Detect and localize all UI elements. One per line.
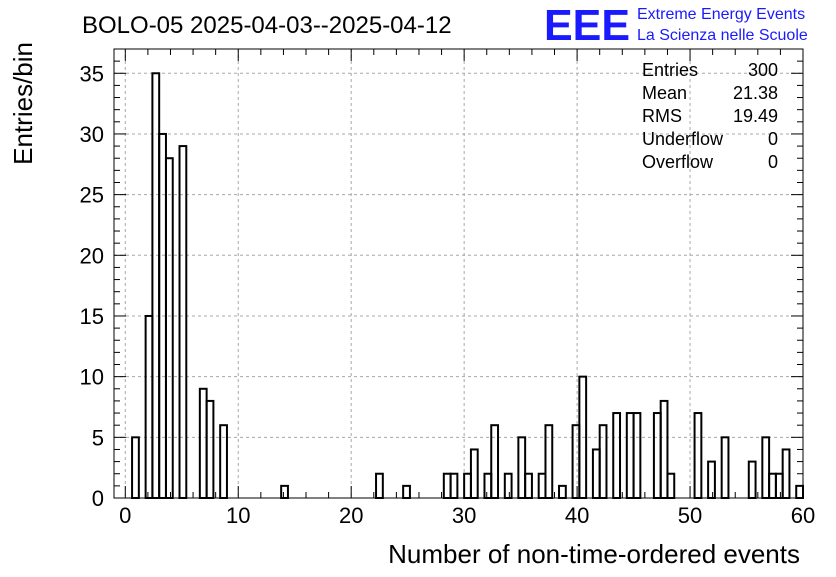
histogram-bar (659, 399, 669, 499)
eee-logo-mark: EEE (544, 1, 630, 50)
histogram-bar (178, 145, 188, 499)
histogram-bar (720, 436, 730, 499)
grid-lines (114, 49, 804, 499)
histogram-bar (544, 424, 554, 499)
histogram-bar (591, 448, 601, 500)
histogram-bar (524, 472, 533, 500)
eee-logo-line2: La Scienza nelle Scuole (637, 27, 808, 44)
histogram-bar (144, 314, 154, 499)
plot-frame (113, 48, 804, 499)
histogram-bar (402, 484, 411, 500)
stats-value: 21.38 (733, 83, 778, 103)
histogram-bar (666, 472, 676, 500)
x-tick-label: 0 (119, 503, 131, 528)
histogram-bar (449, 472, 459, 500)
histogram-bar (517, 436, 527, 499)
eee-logo: EEE Extreme Energy Events La Scienza nel… (544, 1, 808, 50)
stats-value: 19.49 (733, 106, 778, 126)
x-tick-label: 30 (452, 503, 476, 528)
histogram-bar (442, 472, 452, 500)
stats-box: Entries 300 Mean 21.38 RMS 19.49 Underflow 0 Ove… (642, 60, 778, 172)
y-tick-label: 0 (92, 486, 104, 511)
histogram-bar (483, 472, 493, 500)
stats-label: Entries (642, 60, 698, 80)
histogram-bar (598, 424, 608, 499)
x-tick-label: 10 (226, 503, 250, 528)
histogram-bar (781, 448, 791, 500)
y-tick-label: 30 (80, 122, 104, 147)
histogram-bar (503, 472, 513, 500)
axis-ticks: 0 10 20 30 40 50 60 0 5 10 15 20 25 30 35 (80, 49, 815, 528)
histogram-bar (707, 460, 716, 500)
histogram-bar (761, 436, 771, 499)
histogram-bar (693, 412, 703, 499)
histogram-bar (795, 484, 805, 500)
stats-value: 0 (768, 152, 778, 172)
histogram-bar (280, 484, 289, 500)
histogram-bar (632, 412, 642, 499)
stats-label: Overflow (642, 152, 714, 172)
histogram-bar (131, 436, 140, 499)
y-tick-label: 5 (92, 425, 104, 450)
x-tick-label: 60 (791, 503, 815, 528)
y-tick-label: 10 (80, 365, 104, 390)
stats-value: 0 (768, 129, 778, 149)
histogram-bar (490, 424, 500, 499)
histogram-bar (774, 472, 784, 500)
histogram-bar (151, 72, 161, 500)
eee-logo-line1: Extreme Energy Events (637, 6, 805, 23)
stats-value: 300 (748, 60, 778, 80)
stats-label: RMS (642, 106, 682, 126)
x-tick-label: 40 (565, 503, 589, 528)
histogram-bar (571, 424, 581, 499)
y-axis-label: Entries/bin (8, 42, 38, 165)
histogram-bar (652, 412, 662, 499)
x-tick-label: 50 (678, 503, 702, 528)
histogram-bar (198, 387, 208, 499)
histogram-bar (164, 157, 174, 499)
histogram-bar (747, 460, 757, 500)
y-tick-label: 25 (80, 183, 104, 208)
histogram-bar (375, 472, 384, 500)
histogram-bar (537, 472, 547, 500)
histogram-bar (469, 448, 479, 500)
histogram-bar (463, 472, 472, 500)
histogram-bar (625, 412, 635, 499)
y-tick-label: 15 (80, 304, 104, 329)
stats-label: Underflow (642, 129, 724, 149)
y-tick-label: 20 (80, 243, 104, 268)
histogram-bar (612, 412, 622, 499)
histogram-bar (205, 399, 215, 499)
x-tick-label: 20 (339, 503, 363, 528)
histogram-bar (558, 484, 567, 500)
y-tick-label: 35 (80, 61, 104, 86)
chart-title: BOLO-05 2025-04-03--2025-04-12 (82, 12, 452, 39)
stats-label: Mean (642, 83, 687, 103)
histogram-bar (768, 472, 777, 500)
histogram-bar (219, 424, 228, 499)
x-axis-label: Number of non-time-ordered events (388, 539, 800, 569)
